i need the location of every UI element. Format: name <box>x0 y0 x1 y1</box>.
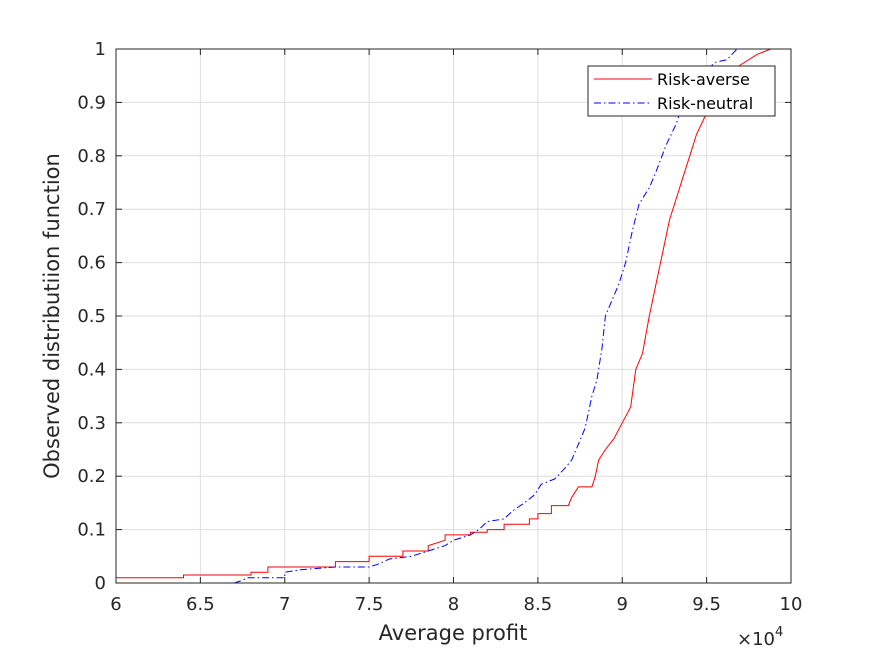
x-tick-label: 9.5 <box>692 594 721 615</box>
y-tick-label: 0.4 <box>77 359 106 380</box>
y-tick-label: 0.9 <box>77 92 106 113</box>
legend-label-risk-neutral: Risk-neutral <box>657 94 753 113</box>
series-line-risk-averse <box>116 48 771 579</box>
x-axis-multiplier-base: ×10 <box>737 629 775 650</box>
x-tick-label: 6 <box>110 594 121 615</box>
y-tick-label: 0 <box>95 573 106 594</box>
x-tick-label: 8.5 <box>524 594 553 615</box>
y-tick-label: 0.2 <box>77 466 106 487</box>
x-axis-label: Average profit <box>379 621 528 645</box>
x-tick-label: 9 <box>617 594 628 615</box>
x-tick-label: 10 <box>780 594 803 615</box>
y-tick-label: 1 <box>95 39 106 60</box>
x-axis-multiplier-exponent: 4 <box>775 625 783 640</box>
y-tick-label: 0.3 <box>77 413 106 434</box>
x-axis-multiplier: ×104 <box>737 625 783 650</box>
legend-label-risk-averse: Risk-averse <box>657 70 750 89</box>
y-axis-label: Observed distributiion function <box>40 153 64 479</box>
y-tick-label: 0.6 <box>77 253 106 274</box>
x-tick-label: 8 <box>448 594 459 615</box>
series-line-risk-neutral <box>233 48 738 584</box>
x-tick-label: 7.5 <box>355 594 384 615</box>
axis-ticks: 6 6.5 7 7.5 8 8.5 9 9.5 10 0 0.1 0.2 0.3 0.4 0.5 0.6 0.7… <box>77 39 802 615</box>
legend-box <box>587 65 776 117</box>
series-layer <box>116 48 771 584</box>
x-tick-label: 7 <box>279 594 290 615</box>
x-tick-label: 6.5 <box>186 594 215 615</box>
y-tick-label: 0.1 <box>77 520 106 541</box>
y-tick-label: 0.8 <box>77 146 106 167</box>
y-tick-label: 0.5 <box>77 306 106 327</box>
y-tick-label: 0.7 <box>77 199 106 220</box>
legend: Risk-averse Risk-neutral <box>587 65 776 117</box>
